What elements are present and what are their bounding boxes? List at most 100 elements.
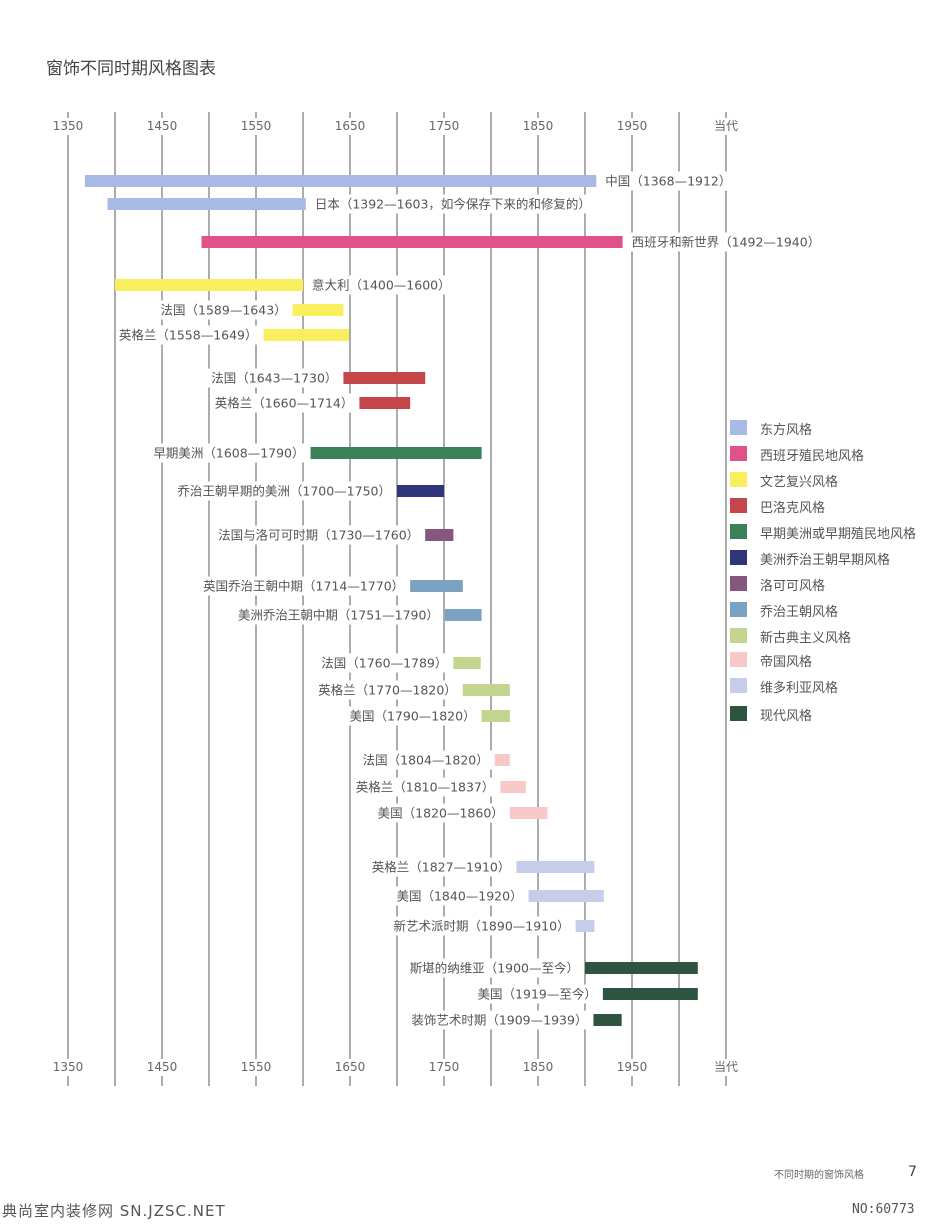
legend-swatch — [730, 602, 747, 617]
timeline-bar-label: 西班牙和新世界（1492—1940） — [632, 235, 821, 250]
bottom-axis-tick-label: 1650 — [335, 1060, 366, 1074]
legend-label: 早期美洲或早期殖民地风格 — [760, 527, 917, 542]
timeline-bar — [516, 861, 595, 873]
legend-item: 美洲乔治王朝早期风格 — [730, 548, 945, 568]
label-bg — [474, 984, 600, 1004]
legend-item: 维多利亚风格 — [730, 676, 945, 696]
label-bg — [150, 443, 308, 463]
timeline-bar-label: 美国（1820—1860） — [378, 806, 504, 821]
label-bg — [628, 232, 824, 252]
label-bg — [309, 275, 454, 295]
legend-item: 洛可可风格 — [730, 574, 945, 594]
label-bg — [352, 777, 498, 797]
page-number: 7 — [908, 1164, 917, 1180]
tick-label-bg — [236, 1059, 276, 1076]
timeline-bar-label: 英格兰（1770—1820） — [318, 683, 457, 698]
tick-label-bg — [48, 1059, 88, 1076]
tick-label-bg — [706, 1059, 746, 1076]
bottom-axis-tick-label: 当代 — [714, 1060, 738, 1074]
top-axis-tick-label: 1350 — [53, 119, 84, 133]
top-axis-tick-label: 1450 — [147, 119, 178, 133]
bottom-axis-tick-label: 1750 — [429, 1060, 460, 1074]
timeline-bar-label: 英格兰（1827—1910） — [372, 860, 511, 875]
timeline-bar — [585, 962, 698, 974]
page-title: 窗饰不同时期风格图表 — [46, 59, 216, 79]
label-bg — [211, 393, 357, 413]
timeline-bar — [528, 890, 604, 902]
watermark-site: 典尚室内装修网 SN.JZSC.NET — [2, 1202, 226, 1220]
tick-label-bg — [48, 118, 88, 135]
tick-label-bg — [236, 118, 276, 135]
timeline-bar-label: 法国（1589—1643） — [161, 303, 287, 318]
legend-item: 西班牙殖民地风格 — [730, 444, 945, 464]
legend-swatch — [730, 472, 747, 487]
timeline-bar — [359, 397, 411, 409]
legend-item: 帝国风格 — [730, 650, 945, 670]
label-bg — [234, 605, 442, 625]
legend-swatch — [730, 678, 747, 693]
label-bg — [374, 803, 507, 823]
tick-label-bg — [612, 118, 652, 135]
legend-swatch — [730, 652, 747, 667]
timeline-bar-label: 英格兰（1660—1714） — [215, 396, 354, 411]
legend-label: 乔治王朝风格 — [760, 605, 839, 620]
timeline-bar-label: 法国（1760—1789） — [321, 656, 447, 671]
legend-swatch — [730, 524, 747, 539]
legend-label: 洛可可风格 — [760, 579, 826, 594]
timeline-bar — [425, 529, 454, 541]
timeline-bar-label: 新艺术派时期（1890—1910） — [393, 919, 569, 934]
legend-label: 西班牙殖民地风格 — [760, 449, 865, 464]
label-bg — [200, 576, 408, 596]
label-bg — [359, 750, 492, 770]
timeline-bar-label: 美国（1840—1920） — [396, 889, 522, 904]
timeline-bar — [602, 988, 698, 1000]
bottom-axis-tick-label: 1550 — [241, 1060, 272, 1074]
label-bg — [315, 680, 460, 700]
timeline-bar-label: 美国（1790—1820） — [349, 709, 475, 724]
tick-label-bg — [330, 118, 370, 135]
timeline-bar — [481, 710, 510, 722]
timeline-bar — [115, 279, 303, 291]
timeline-bar-label: 英格兰（1558—1649） — [119, 328, 258, 343]
legend-label: 帝国风格 — [760, 655, 813, 670]
legend-item: 乔治王朝风格 — [730, 600, 945, 620]
footer-caption: 不同时期的窗饰风格 — [774, 1170, 864, 1181]
timeline-bar — [343, 372, 426, 384]
legend-item: 早期美洲或早期殖民地风格 — [730, 522, 945, 542]
label-bg — [311, 194, 594, 214]
timeline-bar-label: 法国（1643—1730） — [211, 371, 337, 386]
timeline-bar-label: 英格兰（1810—1837） — [356, 780, 495, 795]
timeline-bar — [509, 807, 548, 819]
legend-swatch — [730, 498, 747, 513]
tick-label-bg — [424, 118, 464, 135]
label-bg — [393, 886, 526, 906]
timeline-bar-label: 装饰艺术时期（1909—1939） — [411, 1013, 587, 1028]
timeline-bar-label: 早期美洲（1608—1790） — [153, 446, 304, 461]
top-axis-tick-label: 1550 — [241, 119, 272, 133]
top-axis-tick-label: 1650 — [335, 119, 366, 133]
timeline-bar-label: 斯堪的纳维亚（1900—至今） — [410, 961, 579, 976]
timeline-bar-label: 乔治王朝早期的美洲（1700—1750） — [177, 484, 391, 499]
label-bg — [406, 958, 582, 978]
tick-label-bg — [706, 118, 746, 135]
label-bg — [208, 368, 341, 388]
label-bg — [157, 300, 290, 320]
label-bg — [368, 857, 514, 877]
tick-label-bg — [330, 1059, 370, 1076]
label-bg — [115, 325, 261, 345]
timeline-bar-label: 法国（1804—1820） — [363, 753, 489, 768]
top-axis-tick-label: 当代 — [714, 119, 738, 133]
legend-item: 新古典主义风格 — [730, 626, 945, 646]
timeline-bar-label: 美洲乔治王朝中期（1751—1790） — [238, 608, 439, 623]
timeline-bar — [107, 198, 306, 210]
timeline-bar — [397, 485, 444, 497]
legend-label: 美洲乔治王朝早期风格 — [760, 553, 891, 568]
label-bg — [408, 1010, 591, 1030]
bottom-axis-tick-label: 1850 — [523, 1060, 554, 1074]
timeline-bar-label: 日本（1392—1603，如今保存下来的和修复的） — [315, 197, 591, 212]
top-axis-tick-label: 1850 — [523, 119, 554, 133]
label-bg — [174, 481, 394, 501]
legend-label: 新古典主义风格 — [760, 631, 852, 646]
timeline-bar — [310, 447, 482, 459]
tick-label-bg — [142, 1059, 182, 1076]
